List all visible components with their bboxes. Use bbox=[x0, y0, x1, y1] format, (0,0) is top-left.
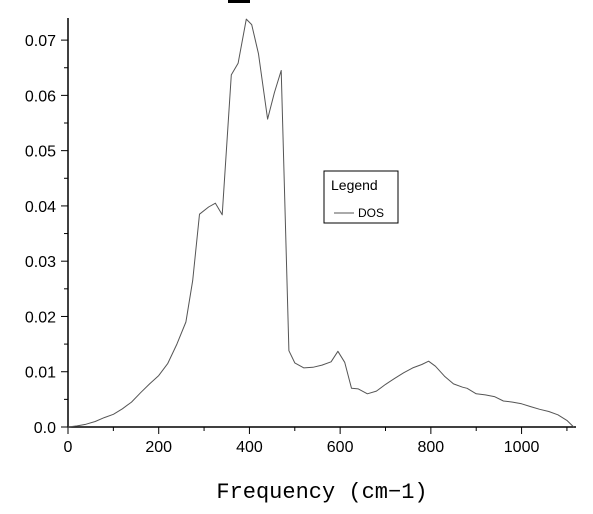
legend-label-dos: DOS bbox=[358, 206, 384, 220]
y-tick-label: 0.01 bbox=[25, 365, 56, 382]
y-tick-label: 0.04 bbox=[25, 199, 56, 216]
series-line-dos bbox=[67, 18, 575, 428]
y-tick-label: 0.03 bbox=[25, 254, 56, 271]
y-tick-label: 0.07 bbox=[25, 33, 56, 50]
legend-title: Legend bbox=[331, 177, 378, 193]
legend: Legend DOS bbox=[323, 170, 399, 224]
tick-labels: 0 200 400 600 800 1000 0.0 0.01 0.02 0.03 0.04 0.05… bbox=[25, 33, 540, 456]
x-tick-label: 600 bbox=[327, 439, 354, 456]
y-tick-label: 0.02 bbox=[25, 309, 56, 326]
x-axis-title: Frequency (cm−1) bbox=[216, 480, 427, 505]
series-layer bbox=[67, 18, 575, 428]
y-tick-label: 0.06 bbox=[25, 88, 56, 105]
legend-box bbox=[323, 170, 399, 224]
x-tick-label: 800 bbox=[418, 439, 445, 456]
axes bbox=[67, 18, 576, 428]
x-tick-label: 400 bbox=[236, 439, 263, 456]
top-edge-marker bbox=[228, 0, 250, 3]
y-tick-label: 0.05 bbox=[25, 144, 56, 161]
y-tick-label: 0.0 bbox=[34, 420, 56, 437]
x-tick-label: 200 bbox=[145, 439, 172, 456]
tick-marks bbox=[61, 39, 568, 434]
x-tick-label: 1000 bbox=[504, 439, 540, 456]
x-tick-label: 0 bbox=[64, 439, 73, 456]
